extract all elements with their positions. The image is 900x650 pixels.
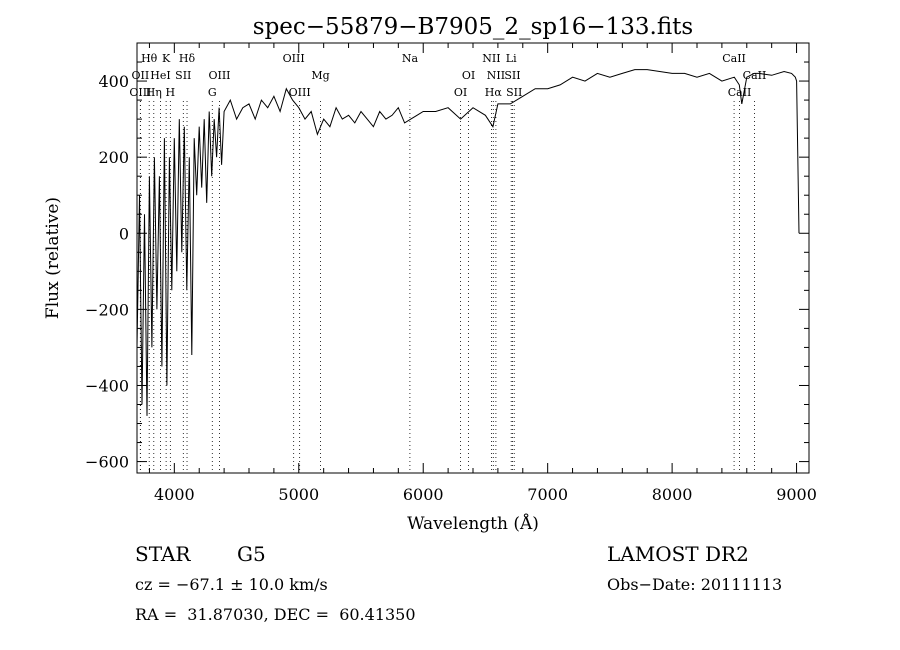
object-class: STAR [135,542,191,566]
spectral-line-label: CaII [728,86,752,99]
spectral-line-label: OIII [129,86,151,99]
spectral-line-label: H [166,86,176,99]
x-tick-label: 6000 [403,485,444,504]
spectrum-line [136,69,800,416]
spectral-line-label: Hα [485,86,503,99]
x-tick-label: 8000 [652,485,693,504]
spectral-line-label: OI [454,86,467,99]
spectral-line-label: Li [506,52,517,65]
spectral-line-label: OIII [208,69,230,82]
chart-title: spec−55879−B7905_2_sp16−133.fits [253,14,693,40]
spectral-line-label: K [162,52,171,65]
x-tick-label: 9000 [776,485,817,504]
spectral-line-label: Hδ [179,52,196,65]
spectral-line-label: OIII [283,52,305,65]
spectral-line-markers [139,101,755,473]
spectral-line-label: NII [482,52,500,65]
spectral-line-label: OI [462,69,475,82]
y-tick-label: 400 [98,72,129,91]
spectral-line-label: SII [506,86,522,99]
spectral-line-label: NII [487,69,505,82]
spectral-line-label: Na [402,52,419,65]
spectral-line-label: G [208,86,217,99]
spectral-line-label: CaII [722,52,746,65]
y-tick-label: 200 [98,148,129,167]
spectral-line-label: SII [175,69,191,82]
spectral-line-label: SII [504,69,520,82]
coordinates: RA = 31.87030, DEC = 60.41350 [135,605,416,624]
redshift-velocity: cz = −67.1 ± 10.0 km/s [135,575,328,594]
object-subclass: G5 [237,542,266,566]
survey-name: LAMOST DR2 [607,542,749,566]
y-axis-label: Flux (relative) [43,197,63,319]
y-tick-label: −200 [85,300,129,319]
spectral-line-label: OIII [289,86,311,99]
y-tick-label: −600 [85,453,129,472]
spectral-line-label: CaII [743,69,767,82]
y-tick-label: −400 [85,376,129,395]
x-axis-label: Wavelength (Å) [407,513,539,534]
spectral-line-label: OII [132,69,150,82]
observation-date: Obs−Date: 20111113 [607,575,783,594]
spectral-line-label: Hθ [141,52,158,65]
y-axis-ticks: −600 −400 −200 0 200 400 [85,61,809,472]
y-tick-label: 0 [119,224,129,243]
spectral-line-label: HeI [150,69,170,82]
x-tick-label: 5000 [278,485,319,504]
x-tick-label: 7000 [527,485,568,504]
x-axis-ticks: 4000 5000 6000 7000 8000 9000 [148,43,817,504]
spectral-line-label: Hη [146,86,162,99]
x-tick-label: 4000 [154,485,195,504]
spectral-line-label: Mg [311,69,329,82]
